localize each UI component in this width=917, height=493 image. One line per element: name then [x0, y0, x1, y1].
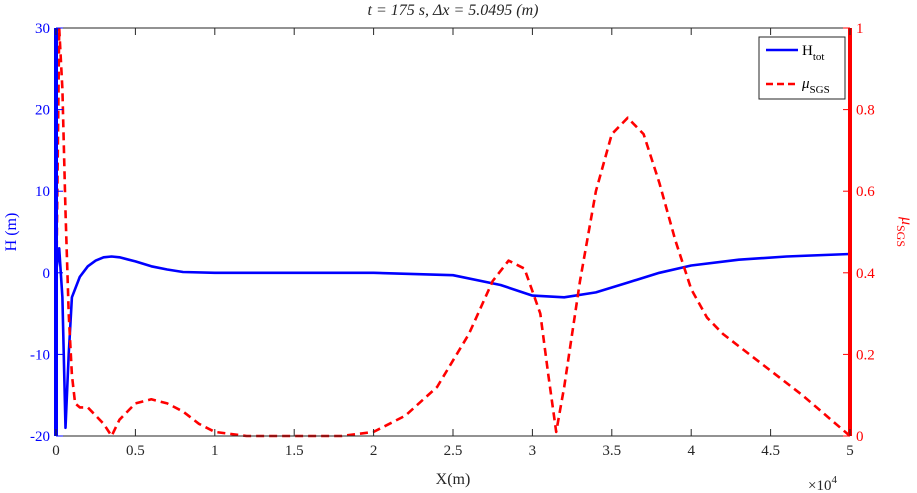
legend-box — [758, 36, 846, 100]
right-tick-label: 0 — [856, 429, 864, 445]
x-tick-label: 4 — [687, 443, 695, 459]
x-tick-label: 2.5 — [444, 443, 463, 459]
legend-entry-musgs-name: μ — [801, 76, 810, 92]
x-axis-label: X(m) — [436, 471, 471, 488]
left-axis-label: H (m) — [3, 213, 20, 252]
axes-layer: 0 0.5 1 1.5 2 2.5 3 3.5 4 4.5 5 -20 -10 0 10 20 30 0 0.2 0.… — [30, 21, 875, 459]
x-tick-label: 5 — [846, 443, 854, 459]
left-tick-label: 0 — [43, 266, 51, 282]
plot-area — [56, 28, 850, 436]
x-exponent-base: ×10 — [808, 478, 831, 493]
legend-entry-htot: Htot — [802, 43, 824, 63]
x-tick-label: 4.5 — [761, 443, 780, 459]
right-axis-label-symbol: μ — [898, 216, 915, 225]
x-exponent-power: 4 — [831, 474, 837, 486]
left-tick-label: 10 — [35, 184, 50, 200]
series-line-htot — [54, 247, 851, 430]
right-tick-label: 1 — [856, 21, 864, 37]
x-tick-label: 0.5 — [126, 443, 145, 459]
legend-entry-htot-name: H — [802, 43, 813, 59]
legend: Htot μSGS — [758, 36, 846, 100]
chart-title: t = 175 s, Δx = 5.0495 (m) — [368, 2, 539, 19]
left-tick-label: 30 — [35, 21, 50, 37]
right-tick-label: 0.4 — [856, 266, 875, 282]
left-tick-label: 20 — [35, 103, 50, 119]
legend-entry-htot-sub: tot — [813, 51, 825, 63]
x-tick-label: 3 — [529, 443, 537, 459]
legend-entry-musgs: μSGS — [801, 76, 830, 96]
x-tick-label: 1.5 — [285, 443, 304, 459]
left-tick-label: -10 — [30, 347, 50, 363]
right-tick-label: 0.2 — [856, 347, 875, 363]
right-tick-label: 0.6 — [856, 184, 875, 200]
left-tick-label: -20 — [30, 429, 50, 445]
series-line-musgs — [54, 26, 851, 438]
x-tick-label: 3.5 — [602, 443, 621, 459]
right-axis-label: μSGS — [894, 216, 915, 247]
legend-entry-musgs-sub: SGS — [810, 84, 830, 96]
x-tick-label: 1 — [211, 443, 219, 459]
right-axis-label-subscript: SGS — [894, 225, 908, 247]
series-layer — [54, 26, 851, 438]
x-tick-label: 0 — [52, 443, 60, 459]
x-exponent-label: ×104 — [808, 474, 837, 493]
x-tick-label: 2 — [370, 443, 378, 459]
right-tick-label: 0.8 — [856, 103, 875, 119]
